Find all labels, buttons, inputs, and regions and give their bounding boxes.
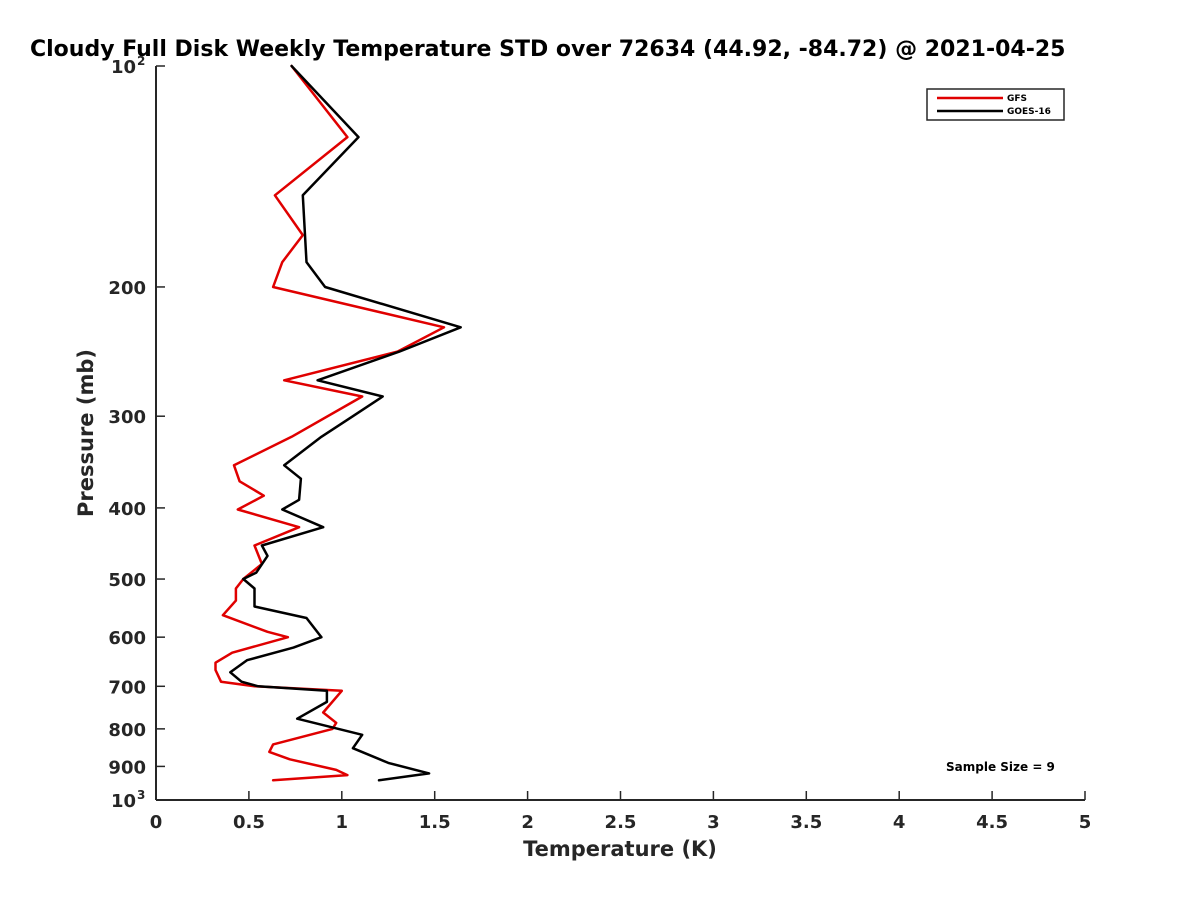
x-axis-label: Temperature (K) — [523, 837, 717, 861]
legend: GFS GOES-16 — [926, 88, 1065, 121]
sample-size-annotation: Sample Size = 9 — [946, 760, 1055, 774]
y-tick-exponent: 3 — [137, 788, 145, 802]
series-layer — [214, 64, 462, 782]
x-tick-label: 3.5 — [790, 812, 822, 833]
legend-label: GOES-16 — [1007, 107, 1051, 117]
x-tick-label: 1 — [336, 812, 349, 833]
legend-box — [926, 88, 1065, 121]
x-tick-label: 4.5 — [976, 812, 1008, 833]
x-tick-label: 4 — [893, 812, 906, 833]
plot-area: 0 0.5 1 1.5 2 2.5 3 3.5 4 4.5 5 10 2200300400500600… — [108, 54, 1091, 833]
y-axis-label: Pressure (mb) — [74, 349, 98, 517]
chart-title: Cloudy Full Disk Weekly Temperature STD … — [30, 37, 1065, 62]
y-tick-exponent: 2 — [137, 54, 145, 68]
y-tick-label: 800 — [108, 720, 146, 741]
y-tick-label: 500 — [108, 570, 146, 591]
y-tick-label: 900 — [108, 757, 146, 778]
x-tick-label: 0 — [150, 812, 163, 833]
y-tick-label: 400 — [108, 499, 146, 520]
legend-label: GFS — [1007, 94, 1027, 104]
x-tick-label: 3 — [707, 812, 720, 833]
x-tick-label: 5 — [1079, 812, 1092, 833]
x-tick-label: 2.5 — [605, 812, 637, 833]
y-tick-label: 700 — [108, 677, 146, 698]
y-tick-label: 300 — [108, 407, 146, 428]
x-tick-label: 2 — [521, 812, 534, 833]
legend-items: GFS GOES-16 — [937, 94, 1051, 117]
x-tick-label: 1.5 — [419, 812, 451, 833]
series-line-goes-16 — [229, 64, 462, 782]
x-ticks: 0 0.5 1 1.5 2 2.5 3 3.5 4 4.5 5 — [150, 791, 1092, 833]
y-tick-label: 200 — [108, 278, 146, 299]
x-tick-label: 0.5 — [233, 812, 265, 833]
y-tick-label: 600 — [108, 628, 146, 649]
y-tick-label: 10 — [111, 57, 136, 78]
y-tick-label: 10 — [111, 791, 136, 812]
